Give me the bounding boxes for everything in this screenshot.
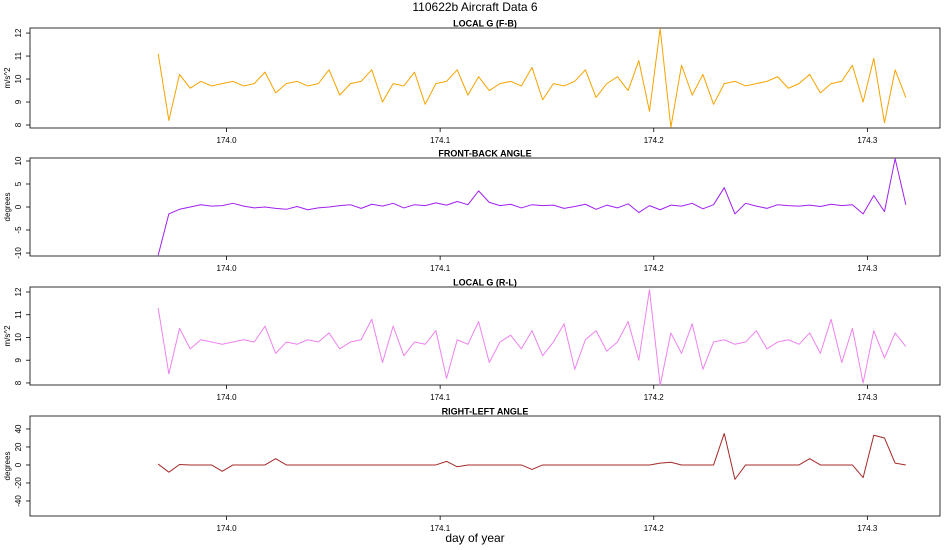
- x-tick-label: 174.2: [644, 393, 665, 402]
- y-tick-label: 10: [14, 74, 23, 83]
- y-tick-label: 0: [14, 204, 23, 209]
- x-tick-label: 174.1: [430, 524, 451, 533]
- y-axis-label: degrees: [3, 452, 12, 481]
- panel-title: FRONT-BACK ANGLE: [438, 148, 531, 158]
- y-tick-label: -40: [14, 495, 23, 507]
- plot-frame: [29, 157, 941, 257]
- x-tick-label: 174.0: [217, 524, 238, 533]
- plot-frame: [29, 286, 941, 386]
- y-tick-label: -5: [14, 226, 23, 234]
- y-tick-label: 5: [14, 181, 23, 186]
- y-tick-label: 11: [14, 51, 23, 60]
- x-tick-label: 174.3: [857, 393, 878, 402]
- y-tick-label: 10: [14, 332, 23, 341]
- x-tick-label: 174.0: [217, 264, 238, 273]
- y-tick-label: 12: [14, 287, 23, 296]
- y-tick-label: 8: [14, 380, 23, 385]
- y-tick-label: 11: [14, 310, 23, 319]
- x-tick-label: 174.0: [217, 136, 238, 145]
- x-tick-label: 174.1: [430, 393, 451, 402]
- x-tick-label: 174.3: [857, 136, 878, 145]
- x-tick-label: 174.0: [217, 393, 238, 402]
- plot-frame: [29, 415, 941, 517]
- x-tick-label: 174.2: [644, 524, 665, 533]
- panel-title: LOCAL G (R-L): [453, 277, 517, 287]
- series-line: [157, 289, 907, 386]
- y-tick-label: 8: [14, 122, 23, 127]
- x-axis-label: day of year: [445, 531, 504, 545]
- y-axis-label: m/s^2: [3, 325, 12, 347]
- y-tick-label: 40: [14, 424, 23, 433]
- y-tick-label: 12: [14, 28, 23, 37]
- panel-title: RIGHT-LEFT ANGLE: [442, 406, 529, 416]
- x-tick-label: 174.1: [430, 264, 451, 273]
- x-tick-label: 174.2: [644, 136, 665, 145]
- y-tick-label: 10: [14, 156, 23, 165]
- y-axis-label: m/s^2: [3, 67, 12, 89]
- panel-title: LOCAL G (F-B): [453, 18, 517, 28]
- series-line: [157, 158, 907, 256]
- x-tick-label: 174.3: [857, 264, 878, 273]
- y-tick-label: -10: [14, 247, 23, 259]
- y-tick-label: 9: [14, 357, 23, 362]
- series-line: [157, 27, 907, 128]
- y-tick-label: 9: [14, 99, 23, 104]
- figure-title: 110622b Aircraft Data 6: [412, 0, 538, 14]
- y-axis-label: degrees: [3, 193, 12, 222]
- series-line: [157, 432, 906, 480]
- y-tick-label: -20: [14, 477, 23, 489]
- x-tick-label: 174.2: [644, 264, 665, 273]
- plot-frame: [29, 27, 941, 129]
- x-tick-label: 174.3: [857, 524, 878, 533]
- y-tick-label: 0: [14, 462, 23, 467]
- x-tick-label: 174.1: [430, 136, 451, 145]
- y-tick-label: 20: [14, 442, 23, 451]
